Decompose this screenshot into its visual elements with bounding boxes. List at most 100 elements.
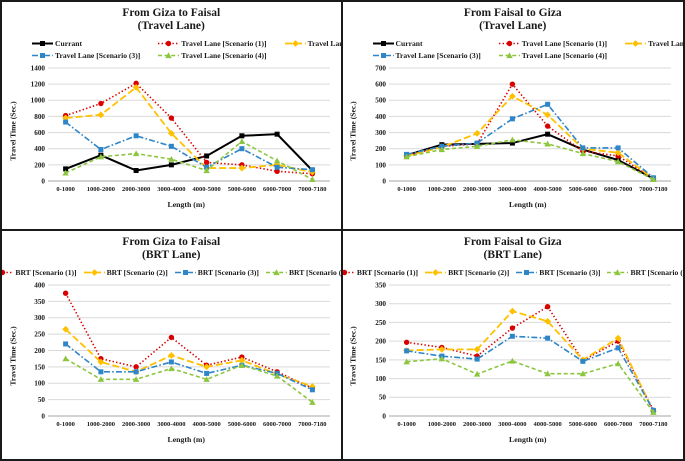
chart-plot: 0 50 100 150 200 250 300 350 400 0-1000 1000-2000 2… [34, 281, 330, 428]
chart-title: From Faisal to Giza (Travel Lane) [347, 7, 680, 33]
legend-item-3: Travel Lane [Scenario (2)] [625, 39, 683, 48]
data-point-marker [614, 359, 621, 366]
y-tick-label: 100 [375, 161, 386, 169]
chart-plot-area: 0 200 400 600 800 1000 1200 1400 0-1000 1000-2000… [19, 62, 337, 199]
data-point-marker [438, 146, 445, 153]
legend-item-1: Currant [372, 39, 481, 48]
data-point-marker [508, 92, 516, 100]
data-point-marker [2, 269, 6, 275]
x-tick-label: 6000-7000 [263, 186, 291, 193]
y-tick-label: 500 [375, 97, 386, 105]
data-point-marker [168, 115, 175, 121]
legend-label: BRT [Scenario (1)] [356, 267, 419, 277]
legend-item-3: BRT [Scenario (3)] [516, 268, 600, 277]
data-point-marker [63, 119, 69, 125]
data-point-marker [438, 355, 445, 361]
data-point-marker [308, 382, 316, 390]
data-point-marker [168, 162, 174, 168]
data-point-marker [168, 334, 175, 340]
x-tick-label: 5000-6000 [568, 186, 596, 193]
legend-item-3: BRT [Scenario (3)] [174, 267, 259, 277]
y-tick-label: 100 [34, 379, 45, 387]
data-point-marker [132, 83, 140, 91]
legend-label: Currant [395, 39, 423, 48]
legend-item-1: BRT [Scenario (1)] [2, 268, 77, 277]
data-point-marker [509, 81, 515, 87]
series-line [405, 139, 654, 181]
x-tick-label: 0-1000 [56, 421, 74, 428]
x-tick-label: 4000-5000 [533, 421, 561, 428]
y-axis-title-wrap: Travel Time (Sec.) [6, 62, 19, 199]
legend-key-square-icon [516, 269, 538, 275]
legend-label: BRT [Scenario (3)] [197, 267, 259, 277]
y-tick-label: 200 [34, 346, 45, 354]
data-point-marker [238, 138, 246, 145]
data-point-marker [98, 368, 104, 374]
data-point-marker [432, 268, 439, 276]
data-point-marker [543, 317, 551, 325]
legend-key-triangle-icon [498, 52, 520, 59]
plot-row: Travel Time (Sec.) 0 50 100 150 200 250 300 350… [6, 279, 337, 434]
data-point-marker [544, 101, 550, 107]
data-point-marker [273, 268, 280, 275]
legend-item-2: BRT [Scenario (2)] [83, 267, 168, 277]
legend-key-triangle-icon [607, 268, 629, 275]
x-axis-title: Length (m) [167, 200, 205, 209]
data-point-marker [97, 111, 105, 119]
legend-label: Travel Lane [Scenario (2)] [307, 39, 341, 48]
x-axis-title: Length (m) [167, 434, 205, 444]
x-tick-label: 6000-7000 [604, 421, 632, 428]
data-point-marker [203, 375, 210, 382]
y-tick-label: 400 [34, 145, 45, 153]
x-tick-label: 6000-7000 [604, 186, 632, 193]
legend-label: BRT [Scenario (1)] [15, 267, 77, 277]
y-tick-label: 1400 [31, 64, 46, 72]
x-tick-label: 1000-2000 [87, 421, 115, 428]
data-point-marker [182, 269, 188, 275]
legend-label: BRT [Scenario (2)] [106, 267, 168, 277]
panel-faisal-to-giza-brt-lane: From Faisal to Giza (BRT Lane) BRT [Scen… [342, 230, 683, 459]
x-tick-label: 3000-4000 [157, 421, 185, 428]
data-point-marker [40, 41, 45, 46]
data-point-marker [274, 131, 280, 137]
series-line [65, 357, 313, 403]
data-point-marker [508, 136, 516, 143]
y-tick-label: 0 [382, 177, 386, 185]
y-tick-label: 1200 [31, 81, 46, 89]
chart-title-line1: From Faisal to Giza [463, 235, 562, 248]
chart-legend: BRT [Scenario (1)] BRT [Scenario (2)] BRT … [2, 267, 341, 277]
legend-key-square-icon [32, 41, 53, 46]
data-point-marker [239, 146, 245, 152]
data-point-marker [402, 358, 410, 364]
legend-key-circle-icon [498, 40, 520, 47]
data-point-marker [203, 159, 210, 166]
data-point-marker [203, 167, 210, 174]
legend-key-square-icon [372, 41, 394, 46]
data-point-marker [614, 149, 622, 157]
data-point-marker [133, 168, 139, 174]
data-point-marker [133, 363, 139, 370]
chart-title-line1: From Giza to Faisal [122, 7, 221, 19]
legend-label: Travel Lane [Scenario (3)] [395, 51, 481, 60]
data-point-marker [509, 324, 515, 331]
legend-label: Travel Lane [Scenario (1)] [181, 39, 267, 48]
data-point-marker [614, 268, 622, 275]
legend-item-5: Travel Lane [Scenario (4)] [158, 51, 267, 60]
data-point-marker [133, 133, 139, 139]
y-tick-label: 150 [34, 363, 45, 371]
data-point-marker [506, 52, 513, 59]
chart-title-line1: From Giza to Faisal [122, 235, 221, 248]
x-tick-label: 0-1000 [397, 421, 415, 428]
data-point-marker [438, 143, 444, 149]
chart-title: From Giza to Faisal (Travel Lane) [6, 7, 337, 33]
y-axis-title-wrap: Travel Time (Sec.) [347, 279, 360, 434]
data-point-marker [238, 356, 246, 364]
data-point-marker [615, 344, 621, 350]
x-axis-title: Length (m) [509, 434, 547, 444]
data-point-marker [238, 164, 246, 172]
data-point-marker [579, 145, 585, 151]
y-tick-label: 200 [375, 337, 386, 345]
y-tick-label: 700 [375, 64, 386, 72]
legend-item-2: Travel Lane [Scenario (1)] [158, 39, 267, 48]
